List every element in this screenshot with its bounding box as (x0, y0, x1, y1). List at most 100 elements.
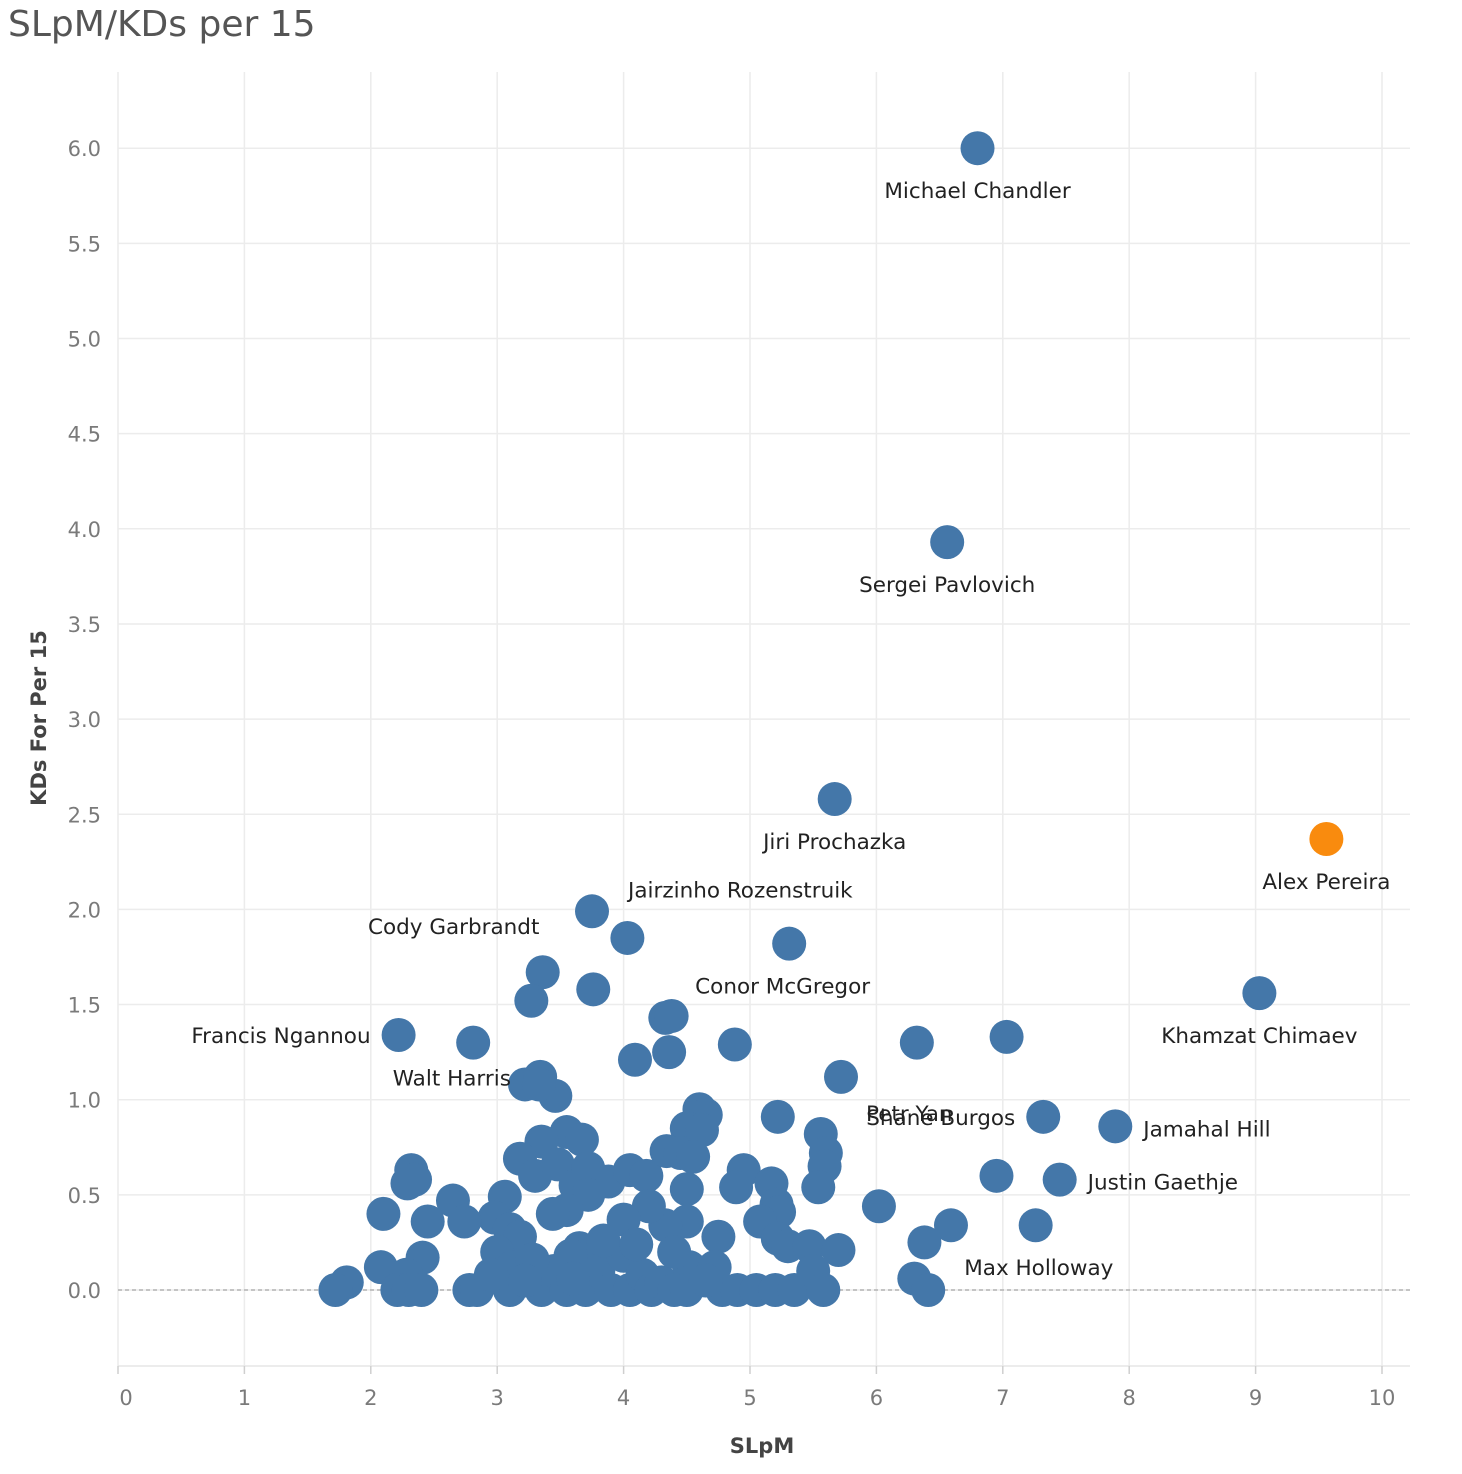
point-label: Francis Ngannou (191, 1024, 370, 1049)
y-tick-label: 4.0 (68, 518, 101, 542)
point-label: Justin Gaethje (1086, 1171, 1238, 1196)
x-tick-label: 7 (996, 1386, 1009, 1410)
data-point-labeled (1026, 1099, 1061, 1134)
data-point-labeled (930, 525, 965, 560)
point-label: Cody Garbrandt (368, 915, 539, 940)
data-point (760, 1099, 795, 1134)
data-point (514, 983, 549, 1018)
data-point (456, 1025, 491, 1060)
data-point (806, 1273, 841, 1307)
data-point (318, 1273, 353, 1307)
y-tick-label: 4.5 (68, 423, 101, 447)
data-point (688, 1263, 723, 1298)
data-point (525, 955, 560, 990)
y-axis-ticks: 0.0 0.5 1.0 1.5 2.0 2.5 3.0 3.5 4.0 4.5 5.0 5.5 6.0 (68, 137, 101, 1303)
data-point (1018, 1208, 1053, 1243)
data-point (979, 1158, 1014, 1193)
y-tick-label: 3.0 (68, 708, 101, 732)
data-point-labeled (575, 894, 609, 929)
data-point (861, 1189, 896, 1224)
point-label: Max Holloway (964, 1256, 1113, 1281)
data-point (398, 1162, 433, 1197)
point-label: Jamahal Hill (1141, 1117, 1270, 1142)
data-point (801, 1170, 836, 1205)
data-point (576, 972, 611, 1007)
data-point-labeled (824, 1059, 859, 1094)
data-point (535, 1196, 570, 1231)
data-point (701, 1219, 736, 1254)
point-label: Walt Harris (393, 1066, 511, 1091)
data-point (629, 1158, 664, 1193)
data-point (564, 1122, 599, 1157)
data-point-labeled (381, 1017, 416, 1052)
data-point (619, 1227, 654, 1262)
point-label: Conor McGregor (695, 975, 870, 1000)
x-tick-label: 9 (1249, 1386, 1262, 1410)
x-tick-label: 10 (1369, 1386, 1396, 1410)
y-tick-label: 5.5 (68, 232, 101, 256)
x-tick-label: 0 (119, 1386, 132, 1410)
y-tick-label: 2.0 (68, 898, 101, 922)
y-tick-label: 3.5 (68, 613, 101, 637)
point-label: Sergei Pavlovich (859, 573, 1035, 598)
point-label: Michael Chandler (884, 179, 1070, 204)
data-point (473, 1257, 508, 1292)
x-tick-label: 4 (617, 1386, 630, 1410)
data-point-labeled (1042, 1162, 1077, 1197)
y-axis-label: KDs For Per 15 (27, 630, 51, 806)
data-point (556, 1261, 591, 1296)
data-point (821, 1233, 856, 1268)
data-point (717, 1027, 752, 1062)
point-label: Petr Yan (866, 1102, 953, 1127)
x-tick-label: 6 (870, 1386, 883, 1410)
data-point (907, 1225, 942, 1260)
point-labels: Michael Chandler Sergei Pavlovich Jiri Pro… (191, 179, 1390, 1281)
data-point-labeled (960, 131, 995, 166)
y-tick-label: 6.0 (68, 137, 101, 161)
data-point (617, 1042, 652, 1077)
data-point (684, 1113, 719, 1148)
data-point (652, 1035, 687, 1070)
x-axis-label: SLpM (730, 1434, 794, 1458)
data-point (719, 1170, 754, 1205)
point-label: Khamzat Chimaev (1161, 1024, 1358, 1049)
x-tick-label: 5 (743, 1386, 756, 1410)
data-point (404, 1273, 439, 1307)
y-tick-label: 5.0 (68, 328, 101, 352)
data-point (447, 1204, 482, 1239)
data-point (631, 1189, 666, 1224)
chart-title: SLpM/KDs per 15 (8, 4, 316, 45)
y-tick-label: 1.5 (68, 994, 101, 1018)
point-label: Jiri Prochazka (761, 830, 906, 855)
data-point (586, 1223, 621, 1258)
y-tick-label: 1.0 (68, 1089, 101, 1113)
data-point (989, 1019, 1024, 1054)
data-point-labeled (772, 926, 807, 961)
x-tick-label: 1 (238, 1386, 251, 1410)
data-point-labeled (1242, 976, 1277, 1011)
data-point (657, 1234, 692, 1269)
point-label: Alex Pereira (1262, 870, 1390, 895)
data-point (676, 1139, 711, 1174)
grid (117, 72, 1410, 1367)
point-label: Jairzinho Rozenstruik (626, 878, 853, 903)
data-point-labeled (1309, 821, 1344, 856)
x-axis-ticks: 0 1 2 3 4 5 6 7 8 9 10 (117, 1366, 1396, 1410)
y-tick-label: 0.0 (68, 1279, 101, 1303)
data-point (899, 1025, 934, 1060)
x-tick-label: 2 (364, 1386, 377, 1410)
data-point-labeled (610, 920, 645, 955)
data-point-labeled (817, 782, 852, 817)
y-tick-label: 2.5 (68, 803, 101, 827)
data-point (654, 998, 689, 1033)
data-point-labeled (911, 1273, 946, 1307)
data-point (933, 1208, 968, 1243)
x-tick-label: 8 (1123, 1386, 1136, 1410)
data-point (669, 1172, 704, 1207)
data-point (410, 1204, 445, 1239)
data-point (366, 1196, 401, 1231)
point-label: Shane Burgos (866, 1106, 1015, 1131)
y-tick-label: 0.5 (68, 1184, 101, 1208)
data-points (318, 131, 1344, 1307)
data-point-labeled (521, 1067, 556, 1102)
